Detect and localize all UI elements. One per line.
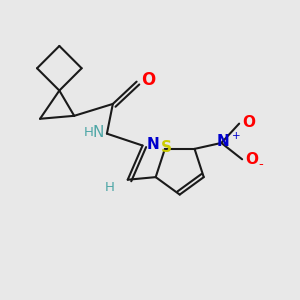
Text: S: S: [161, 140, 172, 155]
Text: O: O: [246, 152, 259, 167]
Text: N: N: [216, 134, 229, 149]
Text: O: O: [243, 115, 256, 130]
Text: N: N: [93, 125, 104, 140]
Text: +: +: [232, 130, 240, 140]
Text: -: -: [259, 158, 263, 171]
Text: H: H: [104, 181, 114, 194]
Text: N: N: [147, 136, 160, 152]
Text: H: H: [84, 126, 94, 139]
Text: O: O: [141, 71, 155, 89]
